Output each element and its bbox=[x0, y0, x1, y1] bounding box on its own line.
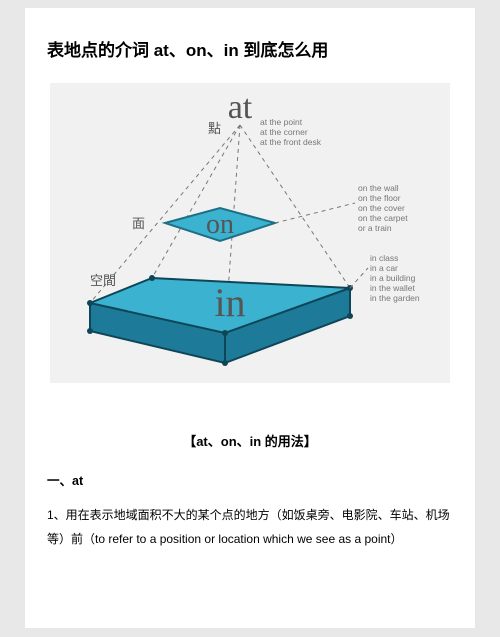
base-word: in bbox=[214, 280, 245, 325]
apex-word: at bbox=[228, 89, 253, 126]
base-side-label: 空間 bbox=[90, 273, 116, 288]
svg-text:in the garden: in the garden bbox=[370, 293, 420, 303]
mid-word: on bbox=[206, 209, 234, 240]
svg-text:on the floor: on the floor bbox=[358, 193, 401, 203]
svg-text:at the point: at the point bbox=[260, 117, 303, 127]
svg-text:in class: in class bbox=[370, 253, 398, 263]
svg-text:in the wallet: in the wallet bbox=[370, 283, 416, 293]
mid-side-label: 面 bbox=[132, 216, 145, 231]
svg-text:on the wall: on the wall bbox=[358, 183, 399, 193]
preposition-pyramid-diagram: at 點 at the point at the corner at the f… bbox=[50, 83, 450, 383]
section-1-heading: 一、at bbox=[47, 470, 453, 489]
section-1-body: 1、用在表示地域面积不大的某个点的地方（如饭桌旁、电影院、车站、机场等）前（to… bbox=[47, 503, 453, 551]
svg-text:in a building: in a building bbox=[370, 273, 416, 283]
document-page: 表地点的介词 at、on、in 到底怎么用 at 點 at the point … bbox=[25, 8, 475, 628]
apex-side-label: 點 bbox=[208, 121, 221, 136]
svg-text:in a car: in a car bbox=[370, 263, 398, 273]
diagram-container: at 點 at the point at the corner at the f… bbox=[47, 83, 453, 383]
svg-text:at the corner: at the corner bbox=[260, 127, 308, 137]
svg-text:on the cover: on the cover bbox=[358, 203, 405, 213]
svg-text:at the front desk: at the front desk bbox=[260, 137, 322, 147]
svg-text:or a train: or a train bbox=[358, 223, 392, 233]
svg-text:on the carpet: on the carpet bbox=[358, 213, 408, 223]
usage-title: 【at、on、in 的用法】 bbox=[47, 431, 453, 450]
page-title: 表地点的介词 at、on、in 到底怎么用 bbox=[47, 36, 453, 61]
